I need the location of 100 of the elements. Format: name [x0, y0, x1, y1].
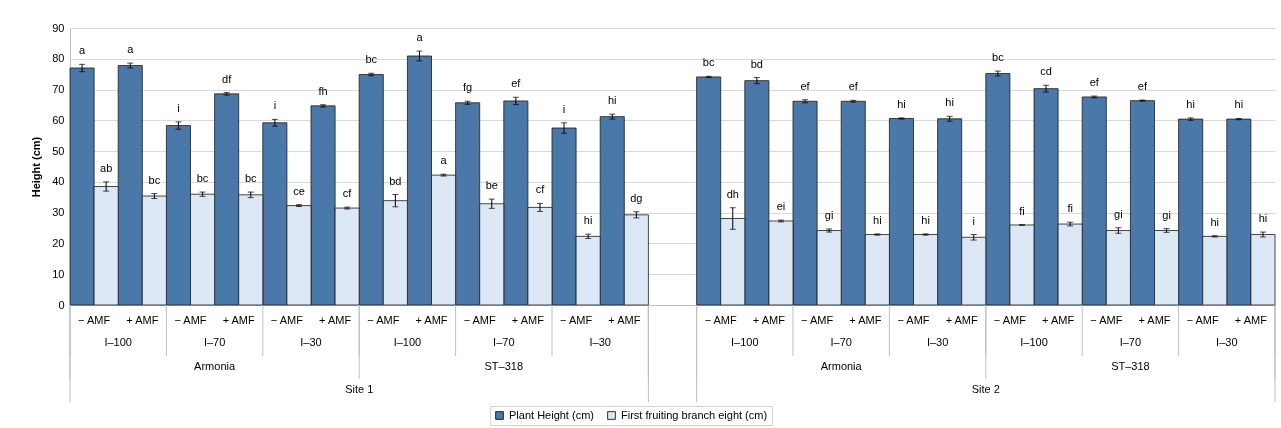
text: I–30: [300, 336, 322, 348]
data-label: bc: [196, 172, 209, 185]
y-axis-title: Height (cm): [30, 136, 43, 198]
data-label: ab: [100, 161, 113, 174]
data-label: gi: [1114, 207, 1123, 220]
data-label: bc: [992, 51, 1005, 64]
text: I–100: [104, 336, 132, 348]
y-tick-label: 10: [52, 267, 65, 280]
x-tick-label: − AMF: [560, 313, 593, 326]
data-label: hi: [1186, 97, 1195, 110]
data-label: hi: [921, 213, 930, 226]
x-tick-label: − AMF: [801, 313, 834, 326]
x-tick-label: + AMF: [1234, 313, 1268, 326]
text: Site 1: [345, 383, 374, 395]
data-label: hi: [583, 214, 593, 227]
x-tick-label: + AMF: [511, 313, 545, 326]
x-tick-label: + AMF: [222, 313, 256, 326]
data-label: bc: [365, 53, 378, 66]
x-tick-label: − AMF: [1186, 313, 1220, 326]
y-tick-label: 50: [52, 144, 65, 157]
data-label: bc: [244, 172, 258, 185]
text: I–70: [1119, 336, 1142, 348]
data-label: a: [416, 31, 424, 44]
data-label: a: [78, 44, 86, 57]
text: I–100: [393, 336, 422, 348]
x-tick-label: − AMF: [78, 313, 111, 326]
x-tick-label: − AMF: [897, 313, 930, 326]
x-tick-label: + AMF: [945, 313, 979, 326]
x-tick-label: − AMF: [993, 313, 1027, 326]
data-label: ef: [848, 80, 859, 93]
data-label: ef: [511, 77, 522, 90]
data-label: hi: [1210, 215, 1220, 228]
data-label: fg: [463, 81, 473, 94]
text: ST–318: [484, 360, 524, 372]
data-label: cf: [535, 183, 546, 196]
text: Armonia: [820, 360, 863, 372]
x-tick-label: − AMF: [463, 313, 497, 326]
x-tick-label: + AMF: [752, 313, 786, 326]
data-label: cd: [1040, 65, 1052, 78]
y-tick-label: 60: [52, 113, 65, 126]
y-tick-label: 90: [52, 21, 65, 34]
text: I–100: [731, 336, 759, 348]
text: I–100: [1020, 336, 1048, 348]
data-label: a: [127, 43, 135, 56]
text: I–30: [589, 336, 611, 348]
x-tick-label: − AMF: [1090, 313, 1123, 326]
data-label: bc: [148, 173, 161, 186]
y-tick-label: 30: [52, 206, 65, 219]
text: I–70: [203, 336, 226, 348]
x-tick-label: + AMF: [608, 313, 641, 326]
data-label: hi: [607, 94, 617, 107]
data-label: gi: [1162, 208, 1171, 221]
data-label: be: [485, 179, 498, 192]
data-label: dh: [726, 187, 739, 200]
data-label: ef: [1137, 80, 1148, 93]
y-tick-label: 0: [58, 298, 65, 311]
legend-label: First fruiting branch eight (cm): [621, 408, 768, 421]
x-tick-label: + AMF: [849, 313, 882, 326]
text: Site 2: [971, 383, 1000, 395]
data-label: ef: [800, 79, 811, 92]
data-label: ce: [293, 184, 305, 197]
data-label: ef: [1089, 76, 1100, 89]
x-tick-label: + AMF: [126, 313, 159, 326]
data-label: fh: [318, 84, 328, 97]
x-tick-label: − AMF: [367, 313, 400, 326]
y-tick-label: 40: [52, 175, 65, 188]
data-label: hi: [873, 213, 882, 226]
data-label: fi: [1019, 204, 1025, 217]
data-label: gi: [824, 208, 834, 221]
data-label: ei: [776, 200, 786, 213]
data-label: bc: [702, 56, 715, 69]
x-tick-label: − AMF: [704, 313, 738, 326]
text: I–70: [830, 336, 852, 348]
y-tick-label: 70: [52, 83, 65, 96]
text: ST–318: [1111, 360, 1150, 372]
data-label: a: [440, 154, 448, 167]
data-label: cf: [342, 187, 353, 200]
data-label: i: [273, 99, 277, 112]
data-label: i: [972, 214, 975, 227]
data-label: df: [222, 72, 233, 85]
data-label: hi: [1234, 98, 1244, 111]
data-label: hi: [945, 96, 954, 109]
text: I–70: [493, 336, 515, 348]
y-tick-label: 20: [52, 236, 65, 249]
data-label: i: [177, 101, 180, 114]
text: Armonia: [194, 360, 236, 372]
text: I–30: [1216, 336, 1238, 348]
x-tick-label: − AMF: [270, 313, 304, 326]
text: I–30: [926, 336, 949, 348]
data-label: hi: [1258, 212, 1268, 225]
data-label: hi: [897, 97, 906, 110]
x-tick-label: + AMF: [1042, 313, 1075, 326]
x-tick-label: + AMF: [1138, 313, 1171, 326]
x-tick-label: + AMF: [319, 313, 352, 326]
x-tick-label: − AMF: [174, 313, 207, 326]
data-label: fi: [1067, 202, 1073, 215]
x-tick-label: + AMF: [415, 313, 448, 326]
data-label: bd: [389, 174, 402, 187]
legend-label: Plant Height (cm): [509, 408, 594, 421]
data-label: dg: [630, 191, 643, 204]
